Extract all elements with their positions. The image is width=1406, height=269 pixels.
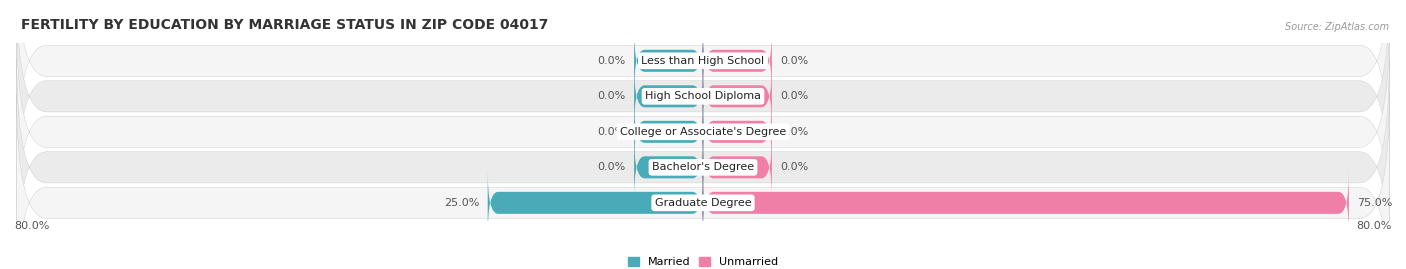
Text: Graduate Degree: Graduate Degree bbox=[655, 198, 751, 208]
Text: 0.0%: 0.0% bbox=[598, 91, 626, 101]
Text: 0.0%: 0.0% bbox=[598, 162, 626, 172]
Text: 0.0%: 0.0% bbox=[780, 162, 808, 172]
Text: Source: ZipAtlas.com: Source: ZipAtlas.com bbox=[1285, 22, 1389, 32]
Text: 0.0%: 0.0% bbox=[780, 127, 808, 137]
Text: 0.0%: 0.0% bbox=[780, 56, 808, 66]
FancyBboxPatch shape bbox=[17, 0, 1389, 169]
Text: Less than High School: Less than High School bbox=[641, 56, 765, 66]
Text: 25.0%: 25.0% bbox=[444, 198, 479, 208]
FancyBboxPatch shape bbox=[634, 29, 703, 92]
Text: Bachelor's Degree: Bachelor's Degree bbox=[652, 162, 754, 172]
Text: 80.0%: 80.0% bbox=[14, 221, 49, 231]
FancyBboxPatch shape bbox=[703, 29, 772, 92]
FancyBboxPatch shape bbox=[634, 65, 703, 128]
Text: 0.0%: 0.0% bbox=[598, 127, 626, 137]
FancyBboxPatch shape bbox=[703, 65, 772, 128]
Text: 0.0%: 0.0% bbox=[598, 56, 626, 66]
FancyBboxPatch shape bbox=[703, 136, 772, 199]
FancyBboxPatch shape bbox=[17, 0, 1389, 205]
Text: High School Diploma: High School Diploma bbox=[645, 91, 761, 101]
Text: College or Associate's Degree: College or Associate's Degree bbox=[620, 127, 786, 137]
FancyBboxPatch shape bbox=[703, 171, 1348, 234]
Text: 80.0%: 80.0% bbox=[1357, 221, 1392, 231]
FancyBboxPatch shape bbox=[17, 94, 1389, 269]
Legend: Married, Unmarried: Married, Unmarried bbox=[623, 253, 783, 269]
FancyBboxPatch shape bbox=[634, 136, 703, 199]
Text: FERTILITY BY EDUCATION BY MARRIAGE STATUS IN ZIP CODE 04017: FERTILITY BY EDUCATION BY MARRIAGE STATU… bbox=[21, 18, 548, 32]
Text: 0.0%: 0.0% bbox=[780, 91, 808, 101]
Text: 75.0%: 75.0% bbox=[1358, 198, 1393, 208]
FancyBboxPatch shape bbox=[17, 59, 1389, 269]
FancyBboxPatch shape bbox=[634, 100, 703, 163]
FancyBboxPatch shape bbox=[703, 100, 772, 163]
FancyBboxPatch shape bbox=[17, 23, 1389, 240]
FancyBboxPatch shape bbox=[488, 171, 703, 234]
